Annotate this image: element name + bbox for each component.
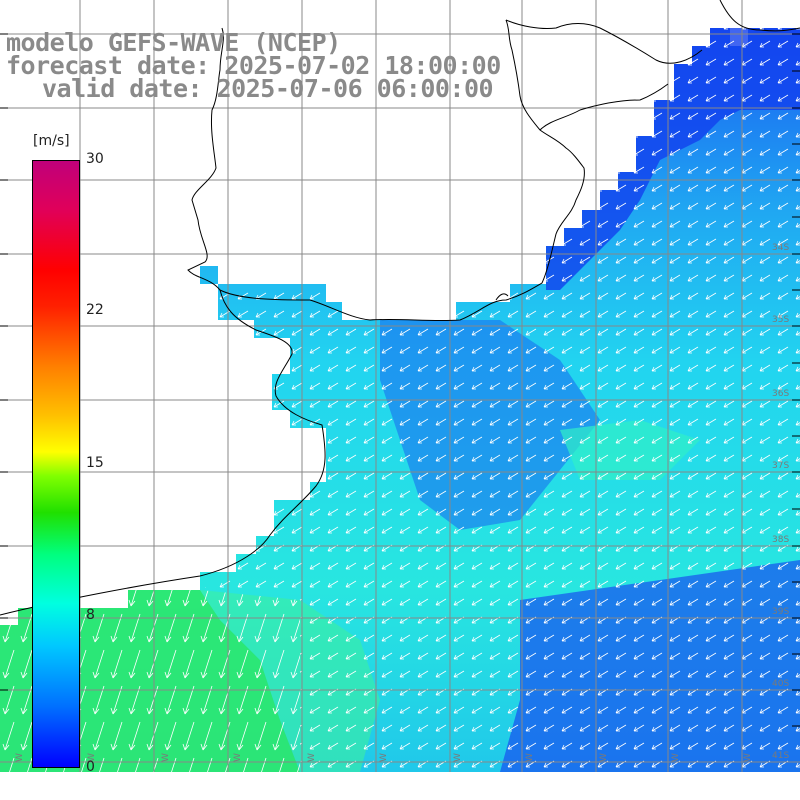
colorbar-unit: [m/s]	[33, 133, 70, 149]
lon-labels: W W W W W W W W W W W	[15, 753, 753, 762]
lon-label: W	[233, 753, 243, 762]
lat-label: 36S	[772, 389, 789, 399]
lon-label: W	[743, 753, 753, 762]
lat-label: 34S	[772, 243, 789, 253]
title-valid-date: valid date: 2025-07-06 06:00:00	[42, 74, 494, 103]
lat-label: 38S	[772, 535, 789, 545]
lon-label: W	[453, 753, 463, 762]
lon-label: W	[87, 753, 97, 762]
colorbar-tick: 0	[86, 759, 95, 775]
lon-label: W	[599, 753, 609, 762]
lat-label: 37S	[772, 461, 789, 471]
lon-label: W	[379, 753, 389, 762]
colorbar-tick: 8	[86, 607, 95, 623]
colorbar	[32, 160, 80, 768]
colorbar-tick: 22	[86, 302, 104, 318]
lon-label: W	[15, 753, 25, 762]
lon-label: W	[525, 753, 535, 762]
title-model: modelo GEFS-WAVE (NCEP)	[6, 28, 341, 57]
title-forecast-date: forecast date: 2025-07-02 18:00:00	[6, 51, 501, 80]
coastline	[0, 0, 800, 616]
lat-label: 35S	[772, 315, 789, 325]
lat-label: 41S	[772, 751, 789, 761]
border-ticks	[0, 33, 800, 727]
lat-labels: 34S 35S 36S 37S 38S 39S 40S 41S	[772, 243, 789, 761]
lon-label: W	[671, 753, 681, 762]
lon-label: W	[307, 753, 317, 762]
colorbar-tick: 15	[86, 455, 104, 471]
lat-label: 40S	[772, 679, 789, 689]
lat-label: 39S	[772, 607, 789, 617]
graticule	[0, 0, 800, 772]
colorbar-tick: 30	[86, 151, 104, 167]
lon-label: W	[161, 753, 171, 762]
